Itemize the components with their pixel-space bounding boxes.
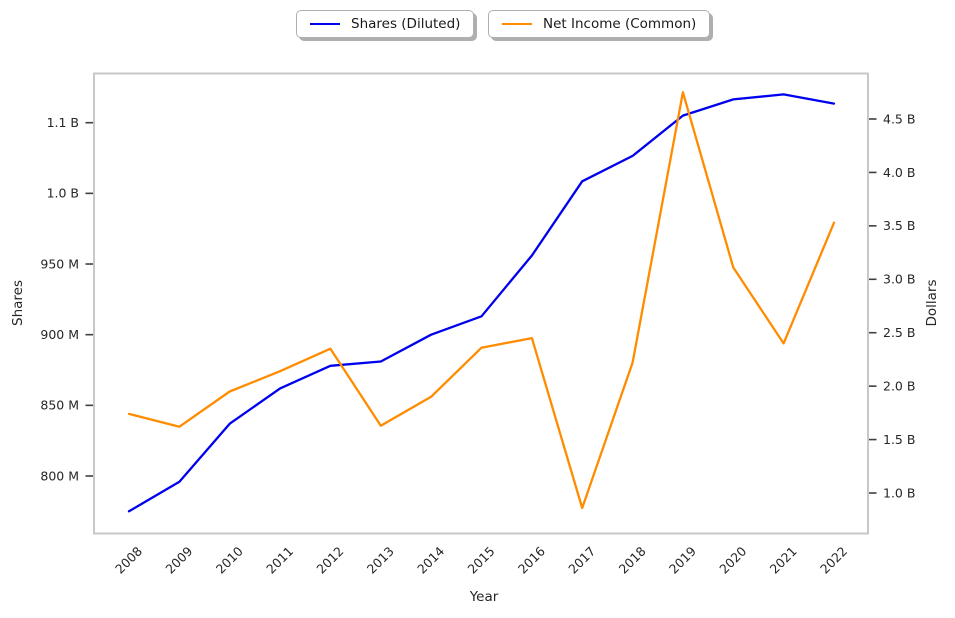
legend-item-net-income[interactable]: Net Income (Common)	[488, 10, 711, 38]
x-tick-label: 2020	[716, 543, 749, 576]
series-line-net-income-common[interactable]	[127, 91, 836, 510]
left-tick-label: 1.0 B	[47, 186, 79, 201]
right-tick-label: 4.0 B	[883, 165, 915, 180]
legend-item-shares-diluted[interactable]: Shares (Diluted)	[296, 10, 475, 38]
x-tick-label: 2016	[515, 543, 548, 576]
x-tick-label: 2017	[565, 544, 598, 577]
right-tick-label: 3.5 B	[883, 218, 915, 233]
left-tick-label: 800 M	[40, 468, 79, 483]
x-tick-label: 2022	[817, 544, 850, 577]
legend-label-net-income: Net Income (Common)	[543, 16, 697, 32]
left-tick-label: 900 M	[40, 327, 79, 342]
x-tick-label: 2018	[616, 543, 649, 576]
right-tick-label: 2.0 B	[883, 379, 915, 394]
x-tick-label: 2015	[465, 544, 498, 577]
right-tick-label: 1.0 B	[883, 485, 915, 500]
x-tick-label: 2011	[263, 544, 296, 577]
y-axis-label-left: Shares	[10, 280, 26, 326]
x-tick-label: 2012	[313, 544, 346, 577]
right-tick-label: 1.5 B	[883, 432, 915, 447]
y-axis-label-right: Dollars	[924, 279, 940, 326]
legend-line-sample-orange	[502, 23, 532, 25]
x-tick-label: 2014	[414, 543, 447, 576]
legend-label-shares-diluted: Shares (Diluted)	[351, 16, 461, 32]
left-tick-label: 850 M	[40, 398, 79, 413]
plot-border	[93, 72, 869, 535]
series-line-shares-diluted[interactable]	[127, 93, 836, 513]
right-tick-label: 4.5 B	[883, 111, 915, 126]
x-tick-label: 2010	[213, 543, 246, 576]
right-tick-label: 2.5 B	[883, 325, 915, 340]
left-tick-label: 1.1 B	[47, 115, 79, 130]
x-tick-label: 2013	[364, 544, 397, 577]
left-tick-label: 950 M	[40, 256, 79, 271]
legend-line-sample-blue	[310, 23, 340, 25]
x-tick-label: 2009	[162, 543, 195, 576]
x-tick-label: 2019	[666, 543, 699, 576]
x-axis-label: Year	[469, 589, 499, 605]
plot-generated-content: 800 M 850 M 900 M 950 M 1.0 B 1.1 B 1.0 B 1.5 B…	[40, 72, 915, 577]
x-tick-label: 2021	[767, 544, 800, 577]
x-tick-label: 2008	[112, 543, 145, 576]
right-tick-label: 3.0 B	[883, 272, 915, 287]
